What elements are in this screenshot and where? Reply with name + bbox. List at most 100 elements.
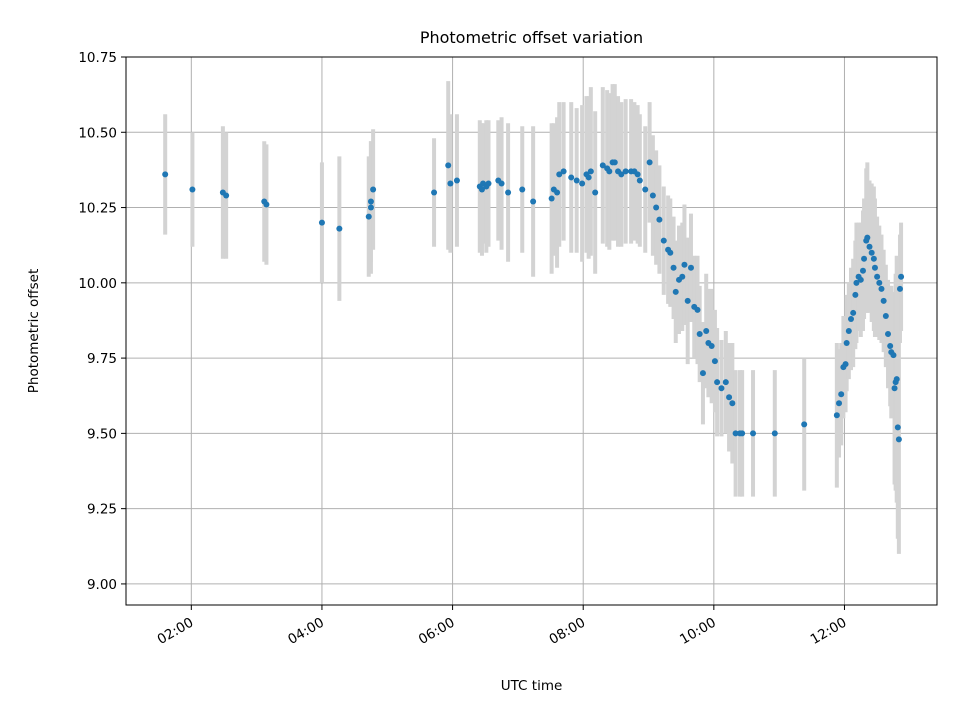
data-point [833,412,840,419]
data-point [696,331,703,338]
y-tick-label: 9.25 [87,502,117,518]
data-point [714,379,721,386]
data-point [895,436,902,443]
data-point [679,273,686,280]
data-point [859,267,866,274]
data-point [711,358,718,365]
data-point [893,376,900,383]
data-point [579,180,586,187]
data-point [519,186,526,193]
data-point [618,171,625,178]
data-point [367,198,374,205]
data-point [732,430,739,437]
data-point [318,219,325,226]
data-point [223,192,230,199]
y-axis-label: Photometric offset [26,269,42,393]
data-point [367,204,374,211]
data-point [885,331,892,338]
data-point [852,291,859,298]
data-point [880,297,887,304]
data-point [568,174,575,181]
data-point [722,379,729,386]
data-point [445,162,452,169]
data-point [606,168,613,175]
data-point [189,186,196,193]
data-point [587,168,594,175]
y-tick-label: 10.75 [78,50,117,66]
data-point [848,315,855,322]
data-point [842,361,849,368]
data-point [850,309,857,316]
y-tick-label: 9.00 [87,577,117,593]
y-axis-ticks: 9.00 9.25 9.50 9.75 10.00 10.25 10.50 10.75 [78,50,126,593]
data-point [554,189,561,196]
data-point [642,186,649,193]
data-point [263,201,270,208]
data-point [699,370,706,377]
data-point [660,237,667,244]
data-point [649,192,656,199]
data-point [874,273,881,280]
data-point [611,159,618,166]
data-point [599,162,606,169]
data-point [681,261,688,268]
data-point [891,385,898,392]
data-point [505,189,512,196]
data-point [478,186,485,193]
data-point [656,216,663,223]
data-point [687,264,694,271]
data-point [530,198,537,205]
data-point [876,279,883,286]
data-point [556,171,563,178]
data-point [634,171,641,178]
y-tick-label: 10.50 [78,125,117,141]
data-point [870,255,877,262]
data-point [801,421,808,428]
data-point [708,343,715,350]
data-point [871,264,878,271]
data-point [739,430,746,437]
data-point [560,168,567,175]
data-point [878,285,885,292]
data-point [365,213,372,220]
data-point [653,204,660,211]
data-point [887,343,894,350]
data-point [864,234,871,241]
data-point [836,400,843,407]
data-point [636,177,643,184]
y-tick-label: 10.25 [78,201,117,217]
data-point [853,279,860,286]
data-point [646,159,653,166]
data-point [845,328,852,334]
y-tick-label: 9.50 [87,426,117,442]
data-point [771,430,778,437]
data-point [585,174,592,181]
data-point [894,424,901,431]
data-point [548,195,555,202]
data-point [729,400,736,407]
data-point [447,180,454,187]
data-point [684,297,691,304]
data-point [498,180,505,187]
data-point [703,328,710,334]
data-point [726,394,733,401]
data-point [843,340,850,347]
y-tick-label: 10.00 [78,276,117,292]
data-point [622,168,629,175]
data-point [868,249,875,256]
data-point [890,352,897,359]
data-point [431,189,438,196]
data-point [898,273,905,280]
data-point [857,276,864,283]
data-point [453,177,460,184]
data-point [592,189,599,196]
data-point [838,391,845,398]
data-point [882,312,889,319]
data-point [718,385,725,392]
data-point [667,249,674,256]
y-tick-label: 9.75 [87,351,117,367]
data-points [162,159,905,443]
data-point [370,186,377,193]
